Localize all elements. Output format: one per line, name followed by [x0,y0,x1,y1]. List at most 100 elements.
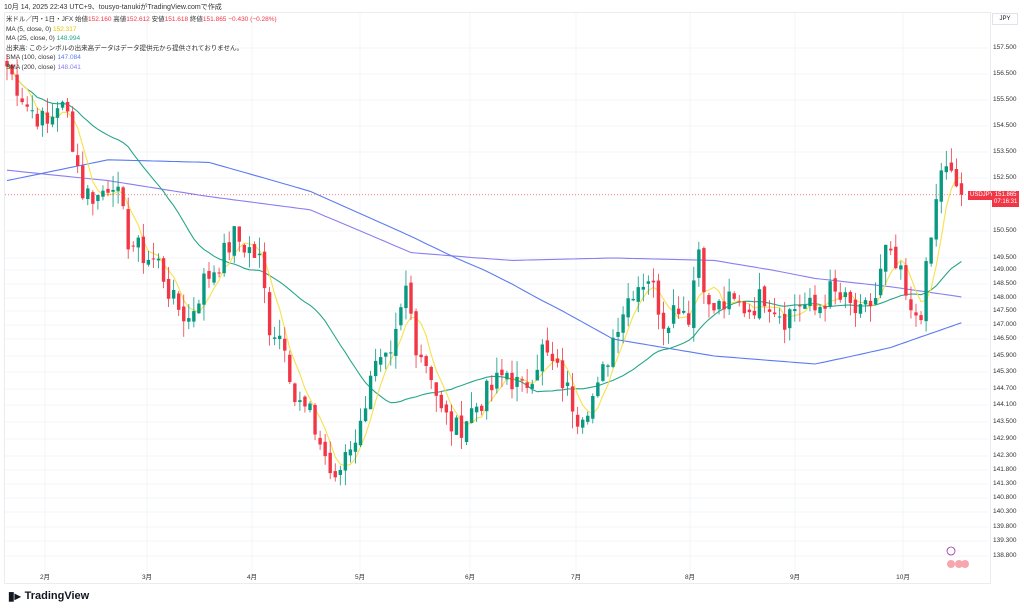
event-icon[interactable] [946,546,956,556]
candle-body [490,384,494,391]
candle-body [328,452,332,474]
candle-body [207,270,211,279]
us-flag-event-icon[interactable] [961,560,969,568]
chart-frame[interactable] [4,12,991,584]
price-tick: 147.000 [993,321,1017,328]
candle-body [777,316,782,318]
candle-body [222,242,226,274]
price-tick: 153.500 [993,148,1017,155]
candle-body [156,258,161,261]
candle-body [40,110,45,126]
us-flag-event-icon[interactable] [947,560,955,568]
candle-body [76,155,80,166]
price-tick: 141.800 [993,466,1017,473]
candle-body [646,281,651,284]
candle-body [772,312,777,315]
ma25-row[interactable]: MA (25, close, 0) 148.994 [6,34,277,44]
candle-body [813,294,817,311]
candle-body [454,417,459,435]
candle-body [389,352,393,354]
price-tick: 144.100 [993,401,1017,408]
month-tick: 5月 [354,574,366,581]
candle-body [550,353,555,362]
candle-body [338,469,342,475]
candle-body [111,189,115,192]
candle-body [469,408,474,423]
candle-body [55,108,60,118]
candle-body [505,372,509,380]
candle-body [96,194,100,202]
candle-body [101,190,105,197]
ma25-line [6,60,962,404]
price-tick: 149.500 [993,254,1017,261]
candle-body [555,358,560,363]
price-tick: 142.900 [993,435,1017,442]
candle-body [358,420,363,446]
candle-body [495,372,499,389]
candle-body [91,192,95,204]
tradingview-logo[interactable]: ▮▸ TradingView [8,589,89,603]
price-tick: 149.000 [993,266,1017,273]
candle-body [692,280,696,328]
candle-body [439,394,443,409]
sma200-row[interactable]: SMA (200, close) 148.041 [6,63,277,73]
sma100-value: 147.084 [57,54,81,61]
high-value: 152.612 [126,16,150,23]
candle-body [272,337,277,339]
price-tick: 148.000 [993,294,1017,301]
candle-body [717,300,721,310]
brand-name: TradingView [24,590,90,602]
candle-body [267,292,272,336]
candle-body [853,299,858,314]
candle-body [560,360,565,389]
high-label: 高値 [113,16,127,23]
candle-body [591,396,595,419]
candle-body [904,265,908,296]
candle-body [449,411,454,432]
candle-body [166,278,171,299]
candle-body [919,315,923,321]
ma5-row[interactable]: MA (5, close, 0) 152.317 [6,25,277,35]
candle-body [429,366,433,381]
candle-body [848,291,853,303]
candle-body [621,314,625,333]
candle-body [752,310,757,316]
open-label: 始値 [74,16,88,23]
candle-body [565,382,570,387]
candle-body [702,248,706,293]
candle-body [323,441,327,457]
candle-body [379,357,383,365]
price-tick: 154.500 [993,122,1017,129]
candle-body [873,298,878,305]
candle-body [586,415,590,422]
candle-body [651,280,656,283]
candle-body [682,310,686,313]
candle-body [500,369,504,376]
candle-body [444,404,449,413]
candle-body [394,328,398,356]
candle-body [131,245,135,247]
currency-button[interactable]: JPY [992,13,1018,25]
candle-body [949,162,954,171]
price-tick: 145.900 [993,352,1017,359]
sma100-row[interactable]: SMA (100, close) 147.084 [6,53,277,63]
price-tick: 156.500 [993,70,1017,77]
candle-body [924,261,928,322]
candle-body [141,236,146,264]
price-tick: 147.500 [993,307,1017,314]
price-tick: 143.500 [993,418,1017,425]
candle-body [237,226,241,242]
candle-body [81,165,85,199]
candle-body [298,400,302,403]
candle-body [757,289,762,319]
candle-body [884,244,888,272]
candle-body [929,237,933,264]
candle-body [712,303,716,311]
candle-body [939,170,943,202]
month-tick: 8月 [684,574,696,581]
us-flag-event-icon[interactable] [955,560,963,568]
candle-body [227,242,231,253]
candle-body [808,297,812,306]
change-value: −0.430 (−0.28%) [228,16,277,23]
